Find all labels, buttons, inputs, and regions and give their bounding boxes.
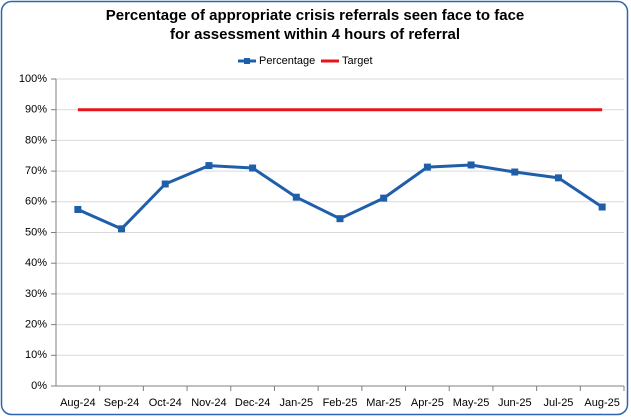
x-tick-label: Sep-24 — [104, 397, 139, 409]
x-tick-label: Aug-25 — [584, 397, 619, 409]
y-tick-label: 10% — [25, 349, 47, 361]
chart-title: for assessment within 4 hours of referra… — [170, 26, 460, 43]
point-marker — [205, 162, 213, 170]
y-tick-label: 90% — [25, 104, 47, 116]
legend-label: Target — [342, 55, 373, 67]
x-tick-label: Nov-24 — [191, 397, 226, 409]
x-tick-label: Aug-24 — [60, 397, 95, 409]
point-marker — [423, 163, 431, 171]
point-marker — [118, 225, 126, 233]
point-marker — [380, 194, 388, 202]
x-tick-label: Dec-24 — [235, 397, 270, 409]
y-tick-label: 50% — [25, 226, 47, 238]
x-tick-label: Mar-25 — [366, 397, 401, 409]
x-tick-label: Jul-25 — [543, 397, 573, 409]
y-tick-label: 70% — [25, 165, 47, 177]
x-tick-label: Jan-25 — [279, 397, 313, 409]
point-marker — [292, 193, 300, 201]
chart-title: Percentage of appropriate crisis referra… — [106, 7, 525, 24]
x-tick-label: Oct-24 — [149, 397, 182, 409]
y-tick-label: 20% — [25, 319, 47, 331]
point-marker — [74, 205, 82, 213]
legend-marker — [244, 58, 250, 64]
x-tick-label: Jun-25 — [498, 397, 532, 409]
y-tick-label: 0% — [31, 380, 47, 392]
y-tick-label: 80% — [25, 134, 47, 146]
point-marker — [249, 164, 257, 172]
x-tick-label: Feb-25 — [323, 397, 358, 409]
point-marker — [511, 168, 519, 176]
y-tick-label: 40% — [25, 257, 47, 269]
point-marker — [598, 203, 606, 211]
legend-label: Percentage — [259, 55, 315, 67]
x-tick-label: Apr-25 — [411, 397, 444, 409]
point-marker — [336, 215, 344, 223]
y-tick-label: 60% — [25, 196, 47, 208]
y-tick-label: 30% — [25, 288, 47, 300]
point-marker — [554, 174, 562, 182]
x-tick-label: May-25 — [453, 397, 490, 409]
point-marker — [161, 180, 169, 188]
y-tick-label: 100% — [19, 73, 47, 85]
point-marker — [467, 161, 475, 169]
